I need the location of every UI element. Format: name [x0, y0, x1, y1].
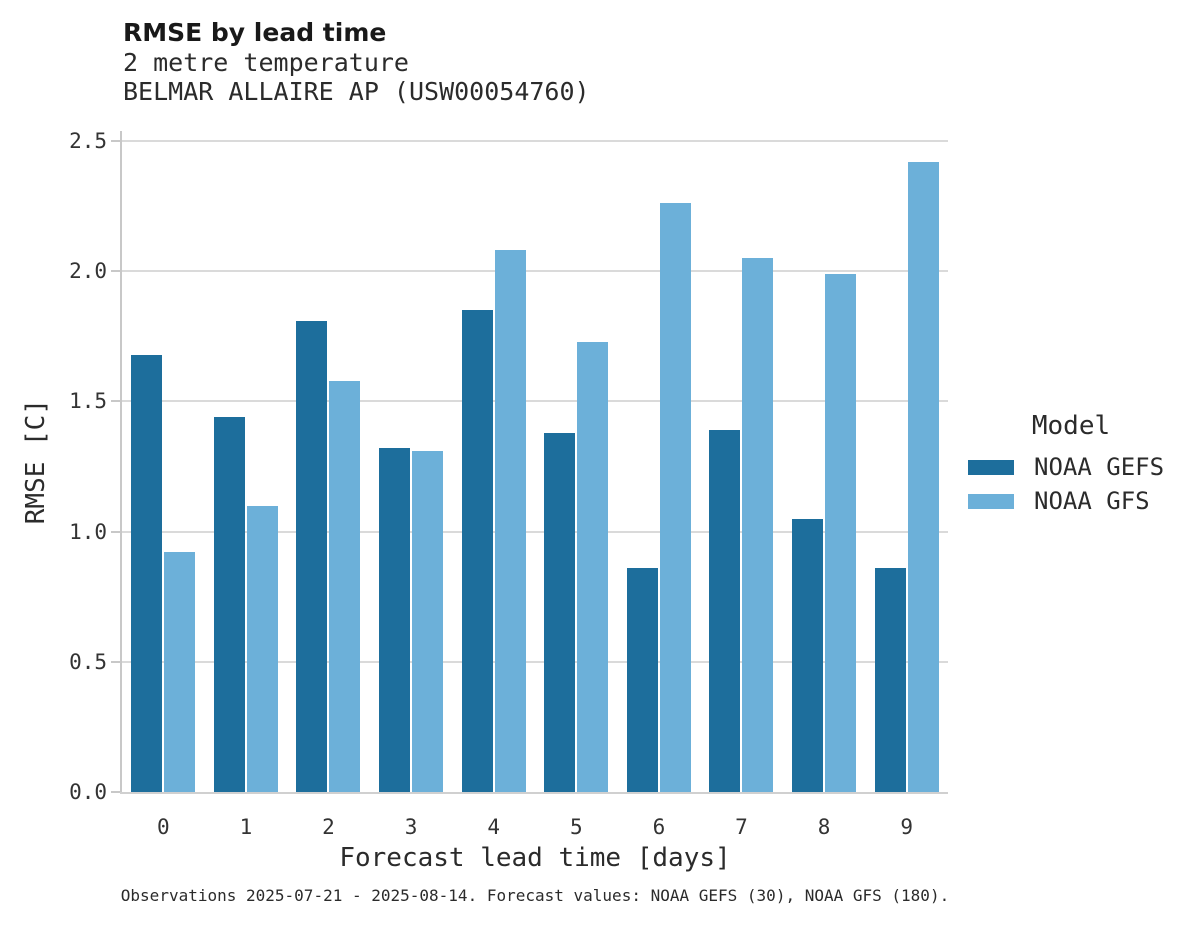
bar-group-lead-0: 0: [122, 131, 205, 839]
y-tick-mark-2.5: [111, 140, 120, 142]
x-tick-label-9: 9: [900, 815, 914, 839]
bar-noaa-gefs-lead-1: [213, 417, 245, 792]
bar-noaa-gfs-lead-7: [742, 258, 774, 792]
x-tick-label-8: 8: [817, 815, 831, 839]
x-tick-label-7: 7: [735, 815, 748, 839]
bar-noaa-gefs-lead-8: [792, 519, 824, 792]
y-tick-label-1.5: 1.5: [69, 389, 107, 414]
y-axis-spine: [120, 131, 122, 794]
bar-noaa-gefs-lead-2: [296, 321, 328, 792]
bar-noaa-gfs-lead-2: [329, 381, 361, 792]
y-tick-mark-2.0: [111, 270, 120, 273]
bar-group-lead-1: 1: [205, 131, 288, 839]
x-tick-label-4: 4: [487, 815, 501, 839]
bar-group-lead-4: 4: [452, 131, 535, 839]
gridline-2.5: [122, 140, 948, 142]
bar-noaa-gfs-lead-6: [659, 203, 691, 792]
chart-title: RMSE by lead time: [123, 18, 387, 47]
bar-noaa-gfs-lead-3: [412, 451, 444, 792]
legend-swatch-noaa-gfs: [968, 493, 1014, 509]
legend-item-noaa-gefs: NOAA GEFS: [968, 450, 1174, 484]
bar-noaa-gfs-lead-4: [494, 250, 526, 792]
y-tick-label-0.5: 0.5: [69, 649, 107, 674]
bar-noaa-gefs-lead-7: [709, 430, 741, 792]
x-tick-label-0: 0: [156, 815, 170, 839]
bar-group-lead-8: 8: [783, 131, 866, 839]
y-tick-label-0.0: 0.0: [69, 780, 107, 804]
legend-swatch-noaa-gefs: [968, 459, 1014, 475]
bar-noaa-gfs-lead-0: [164, 552, 196, 792]
chart-subtitle-variable: 2 metre temperature: [123, 48, 409, 77]
bar-noaa-gefs-lead-0: [131, 355, 163, 792]
bar-noaa-gfs-lead-5: [577, 342, 609, 792]
x-tick-label-2: 2: [322, 815, 335, 839]
bar-noaa-gfs-lead-1: [246, 506, 278, 792]
bar-group-lead-9: 9: [865, 131, 948, 839]
y-tick-mark-1.5: [111, 400, 120, 403]
y-tick-label-1.0: 1.0: [69, 519, 107, 544]
bar-group-lead-5: 5: [535, 131, 618, 839]
legend-item-noaa-gfs: NOAA GFS: [968, 484, 1174, 518]
gridline-1.5: [122, 400, 948, 403]
legend-title: Model: [1031, 411, 1111, 441]
y-tick-mark-1.0: [111, 530, 120, 533]
y-tick-mark-0.5: [111, 660, 120, 663]
x-tick-label-3: 3: [404, 815, 418, 839]
x-tick-label-5: 5: [569, 815, 583, 839]
legend-items: NOAA GEFS NOAA GFS: [968, 450, 1174, 518]
bar-noaa-gefs-lead-5: [544, 433, 576, 792]
gridline-0.5: [122, 660, 948, 663]
title-block: RMSE by lead time 2 metre temperature BE…: [123, 18, 590, 106]
y-tick-mark-0.0: [111, 791, 120, 793]
bar-noaa-gefs-lead-4: [461, 310, 493, 792]
x-axis-title: Forecast lead time [days]: [339, 843, 731, 873]
bar-noaa-gfs-lead-8: [825, 274, 857, 792]
bar-group-lead-6: 6: [618, 131, 701, 839]
x-axis-spine: [120, 792, 948, 794]
bar-group-lead-2: 2: [287, 131, 370, 839]
bar-noaa-gfs-lead-9: [907, 162, 939, 792]
x-tick-label-6: 6: [652, 815, 666, 839]
x-tick-label-1: 1: [239, 815, 253, 839]
legend-label-noaa-gfs: NOAA GFS: [1034, 487, 1150, 515]
legend: Model NOAA GEFS NOAA GFS: [968, 408, 1174, 518]
legend-label-noaa-gefs: NOAA GEFS: [1034, 453, 1165, 481]
y-tick-label-2.0: 2.0: [69, 259, 107, 284]
chart-subtitle-station: BELMAR ALLAIRE AP (USW00054760): [123, 77, 590, 106]
footer-caption: Observations 2025-07-21 - 2025-08-14. Fo…: [120, 886, 950, 905]
bar-noaa-gefs-lead-6: [626, 568, 658, 792]
y-axis-title: RMSE [C]: [21, 398, 51, 525]
bar-group-lead-7: 7: [700, 131, 783, 839]
gridline-1.0: [122, 530, 948, 533]
bar-noaa-gefs-lead-9: [874, 568, 906, 792]
y-tick-label-2.5: 2.5: [69, 129, 107, 153]
gridline-2.0: [122, 270, 948, 273]
plot-area: 0.0 0.5 1.0 1.5 2.0 2.5 0 1 2 3 4 5 6 7 8 9: [69, 129, 948, 839]
bar-group-lead-3: 3: [370, 131, 453, 839]
bar-noaa-gefs-lead-3: [379, 448, 411, 792]
